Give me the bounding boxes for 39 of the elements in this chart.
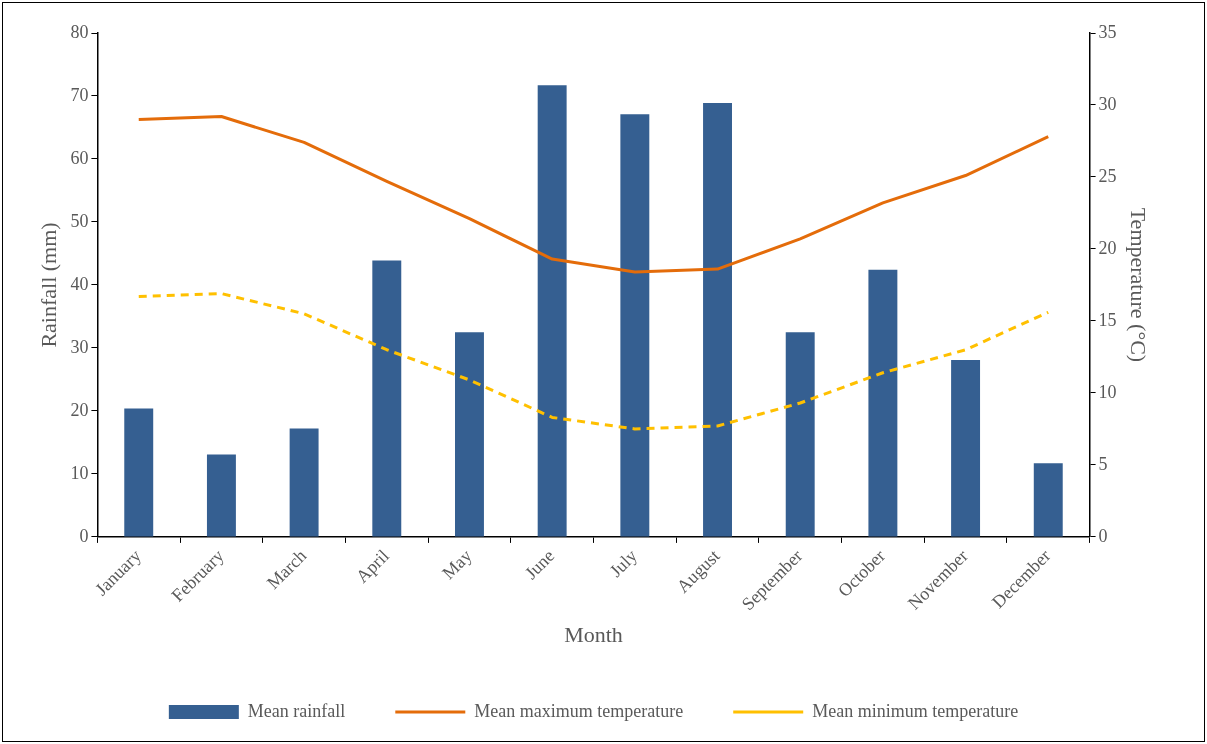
y-tick-label: 0 [79,525,89,546]
y2-tick-label: 5 [1098,453,1108,474]
x-axis-title: Month [564,621,623,647]
bar [868,269,898,537]
y2-tick-label: 0 [1098,525,1108,546]
x-tick-label: May [438,545,476,584]
y-tick-label: 70 [70,84,89,105]
bar [703,102,732,537]
y2-tick-label: 25 [1098,165,1117,186]
bar [620,114,650,537]
bar [372,260,402,537]
y-axis-title: Rainfall (mm) [35,222,61,348]
bar [289,428,319,537]
y2-axis-title: Temperature (°C) [1126,207,1152,363]
legend-label: Mean minimum temperature [812,700,1019,721]
bar [455,332,484,537]
bar [124,408,154,537]
y-tick-label: 60 [70,147,89,168]
y-tick-label: 50 [70,210,89,231]
legend-label: Mean maximum temperature [474,700,684,721]
legend-label: Mean rainfall [247,700,346,721]
x-tick-label: July [605,545,642,581]
y-tick-label: 40 [70,273,89,294]
y-tick-label: 80 [70,21,89,42]
x-tick-label: June [520,545,559,584]
y-tick-label: 30 [70,336,89,357]
y2-tick-label: 30 [1098,93,1117,114]
bar [785,332,815,537]
bar [951,359,981,537]
y2-tick-label: 10 [1098,381,1117,402]
line-series [137,292,1050,431]
y2-tick-label: 20 [1098,237,1117,258]
y2-tick-label: 15 [1098,309,1117,330]
bar [1033,463,1063,537]
bar [537,85,567,537]
bar [206,454,236,537]
y2-tick-label: 35 [1098,21,1117,42]
y-tick-label: 10 [70,462,89,483]
y-tick-label: 20 [70,399,89,420]
